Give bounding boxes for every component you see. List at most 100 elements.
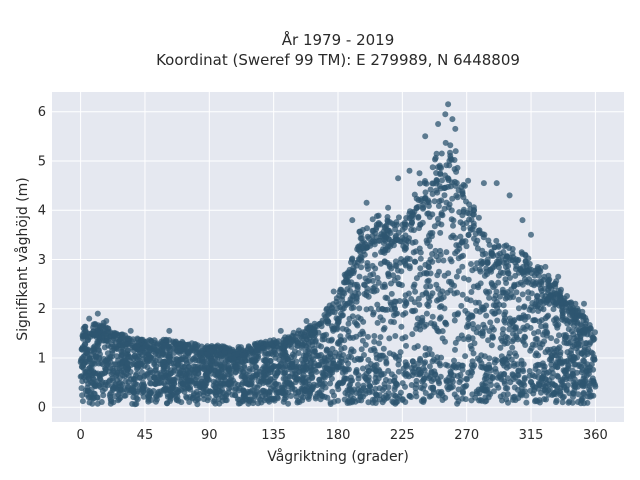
- data-point: [92, 320, 99, 327]
- data-point: [303, 318, 310, 324]
- data-point: [328, 375, 335, 382]
- data-point: [506, 350, 513, 357]
- data-point: [120, 337, 126, 344]
- data-point: [144, 351, 151, 358]
- data-point: [411, 281, 418, 288]
- data-point: [370, 271, 377, 278]
- data-point: [429, 230, 436, 236]
- data-point: [462, 353, 469, 360]
- data-point: [263, 340, 270, 347]
- data-point: [88, 391, 95, 398]
- data-point: [98, 399, 105, 405]
- data-point: [435, 121, 442, 127]
- data-point: [521, 316, 528, 323]
- data-point: [142, 342, 149, 349]
- data-point: [488, 268, 495, 275]
- data-point: [538, 317, 545, 324]
- data-point: [369, 262, 376, 269]
- data-point: [412, 389, 419, 396]
- data-point: [402, 370, 409, 377]
- data-point: [445, 183, 451, 190]
- data-point: [569, 370, 576, 377]
- data-point: [547, 282, 554, 289]
- data-point: [186, 399, 193, 405]
- data-point: [445, 270, 452, 277]
- data-point: [455, 255, 462, 262]
- data-point: [152, 393, 159, 400]
- data-point: [328, 337, 335, 344]
- data-point: [200, 396, 207, 403]
- data-point: [524, 323, 531, 329]
- data-point: [416, 170, 423, 177]
- data-point: [350, 293, 357, 300]
- data-point: [107, 343, 114, 350]
- data-point: [322, 318, 329, 325]
- data-point: [282, 375, 289, 382]
- data-point: [468, 289, 475, 295]
- data-point: [357, 315, 364, 322]
- data-point: [448, 258, 455, 265]
- data-point: [393, 219, 400, 226]
- data-point: [566, 398, 573, 405]
- data-point: [182, 343, 189, 350]
- data-point: [104, 362, 111, 369]
- data-point: [442, 361, 449, 368]
- data-point: [553, 399, 559, 406]
- data-point: [94, 394, 101, 401]
- data-point: [385, 227, 392, 234]
- data-point: [472, 230, 479, 237]
- data-point: [408, 296, 415, 302]
- data-point: [271, 386, 278, 393]
- data-point: [390, 272, 397, 279]
- data-point: [329, 388, 336, 395]
- data-point: [303, 358, 310, 365]
- data-point: [480, 180, 487, 187]
- data-point: [440, 257, 447, 264]
- data-point: [483, 365, 490, 372]
- data-point: [382, 247, 389, 254]
- data-point: [385, 384, 392, 391]
- data-point: [123, 341, 130, 348]
- data-point: [515, 395, 522, 402]
- data-point: [567, 339, 574, 346]
- data-point: [526, 368, 533, 374]
- data-point: [298, 356, 305, 363]
- data-point: [361, 352, 367, 358]
- data-point: [122, 392, 129, 399]
- data-point: [171, 344, 178, 351]
- data-point: [174, 357, 181, 363]
- data-point: [484, 289, 490, 296]
- data-point: [478, 386, 485, 392]
- data-point: [197, 349, 204, 356]
- data-point: [374, 301, 381, 308]
- data-point: [124, 360, 131, 367]
- data-point: [532, 280, 539, 287]
- data-point: [581, 300, 587, 307]
- data-point: [525, 279, 532, 286]
- data-point: [412, 258, 419, 265]
- data-point: [417, 265, 424, 272]
- data-point: [365, 293, 372, 300]
- data-point: [388, 290, 395, 297]
- data-point: [192, 341, 199, 347]
- data-point: [433, 150, 440, 157]
- data-point: [428, 384, 434, 391]
- data-point: [553, 298, 560, 305]
- y-tick-label: 5: [38, 154, 46, 169]
- data-point: [309, 332, 316, 339]
- data-point: [509, 344, 516, 351]
- x-tick-label: 225: [390, 428, 415, 443]
- data-point: [83, 358, 90, 365]
- data-point: [533, 335, 540, 342]
- data-point: [394, 237, 401, 244]
- data-point: [369, 399, 376, 406]
- data-point: [192, 380, 198, 387]
- data-point: [378, 371, 385, 378]
- data-point: [537, 344, 544, 351]
- data-point: [418, 196, 425, 203]
- data-point: [392, 298, 399, 305]
- data-point: [445, 101, 452, 108]
- data-point: [311, 348, 318, 355]
- data-point: [107, 390, 114, 396]
- data-point: [490, 284, 497, 291]
